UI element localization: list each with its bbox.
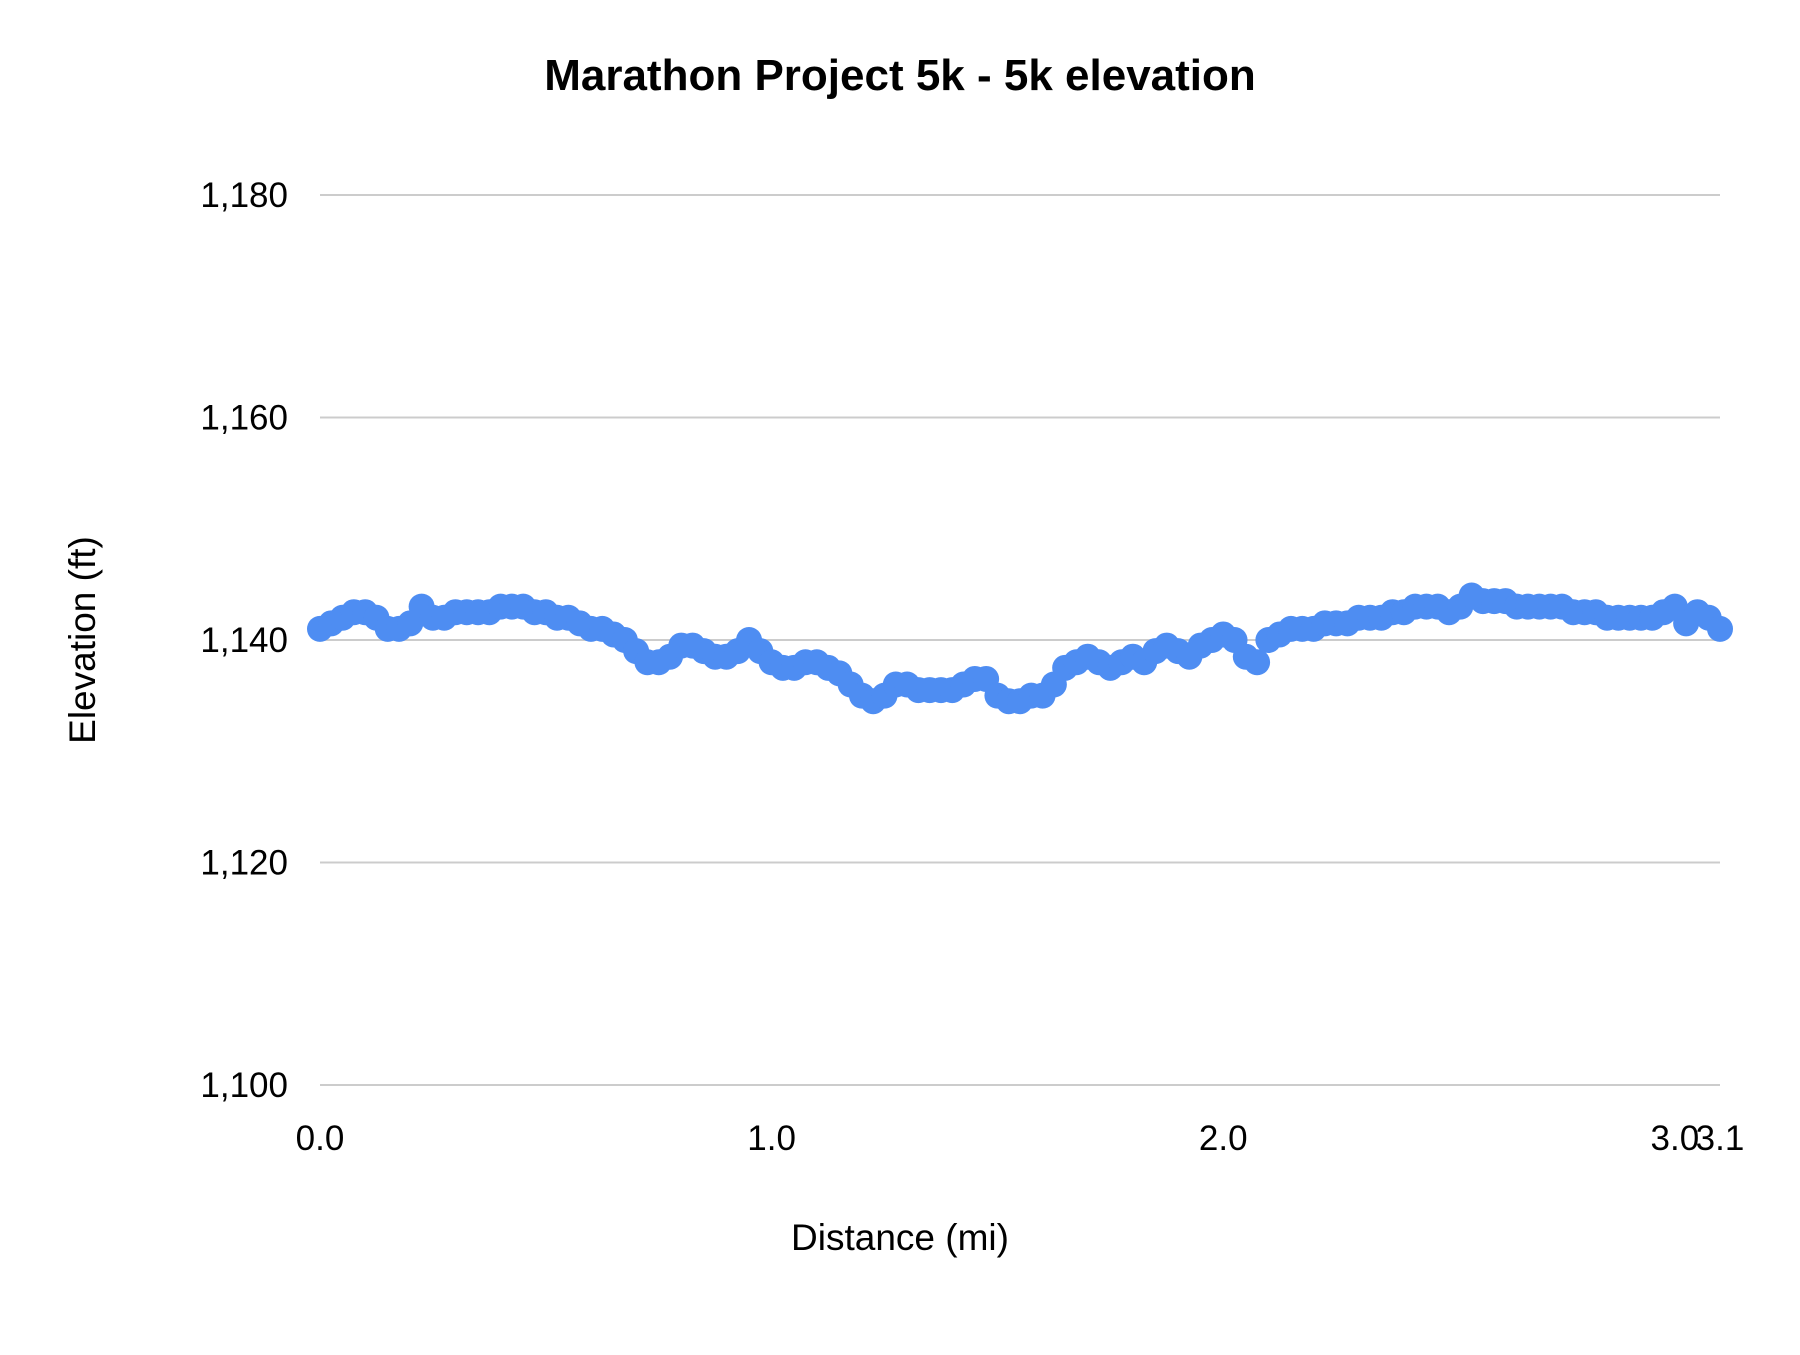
chart-title: Marathon Project 5k - 5k elevation: [544, 51, 1256, 100]
x-tick-label: 3.1: [1696, 1119, 1745, 1158]
y-tick-label: 1,160: [200, 399, 288, 438]
y-tick-label: 1,140: [200, 621, 288, 660]
y-tick-label: 1,120: [200, 844, 288, 883]
x-tick-label: 3.0: [1651, 1119, 1700, 1158]
x-tick-label: 0.0: [296, 1119, 345, 1158]
x-axis-title: Distance (mi): [791, 1217, 1009, 1258]
y-tick-label: 1,180: [200, 176, 288, 215]
y-tick-label: 1,100: [200, 1066, 288, 1105]
y-tick-labels: 1,100 1,120 1,140 1,160 1,180: [200, 176, 288, 1105]
series-points: [307, 582, 1733, 715]
data-point: [1244, 649, 1271, 676]
gridlines: [320, 194, 1720, 1086]
x-tick-labels: 0.0 1.0 2.0 3.03.1: [296, 1119, 1745, 1158]
x-tick-label: 1.0: [747, 1119, 796, 1158]
x-tick-label: 2.0: [1199, 1119, 1248, 1158]
data-point: [1707, 615, 1733, 642]
y-axis-title: Elevation (ft): [62, 536, 103, 744]
